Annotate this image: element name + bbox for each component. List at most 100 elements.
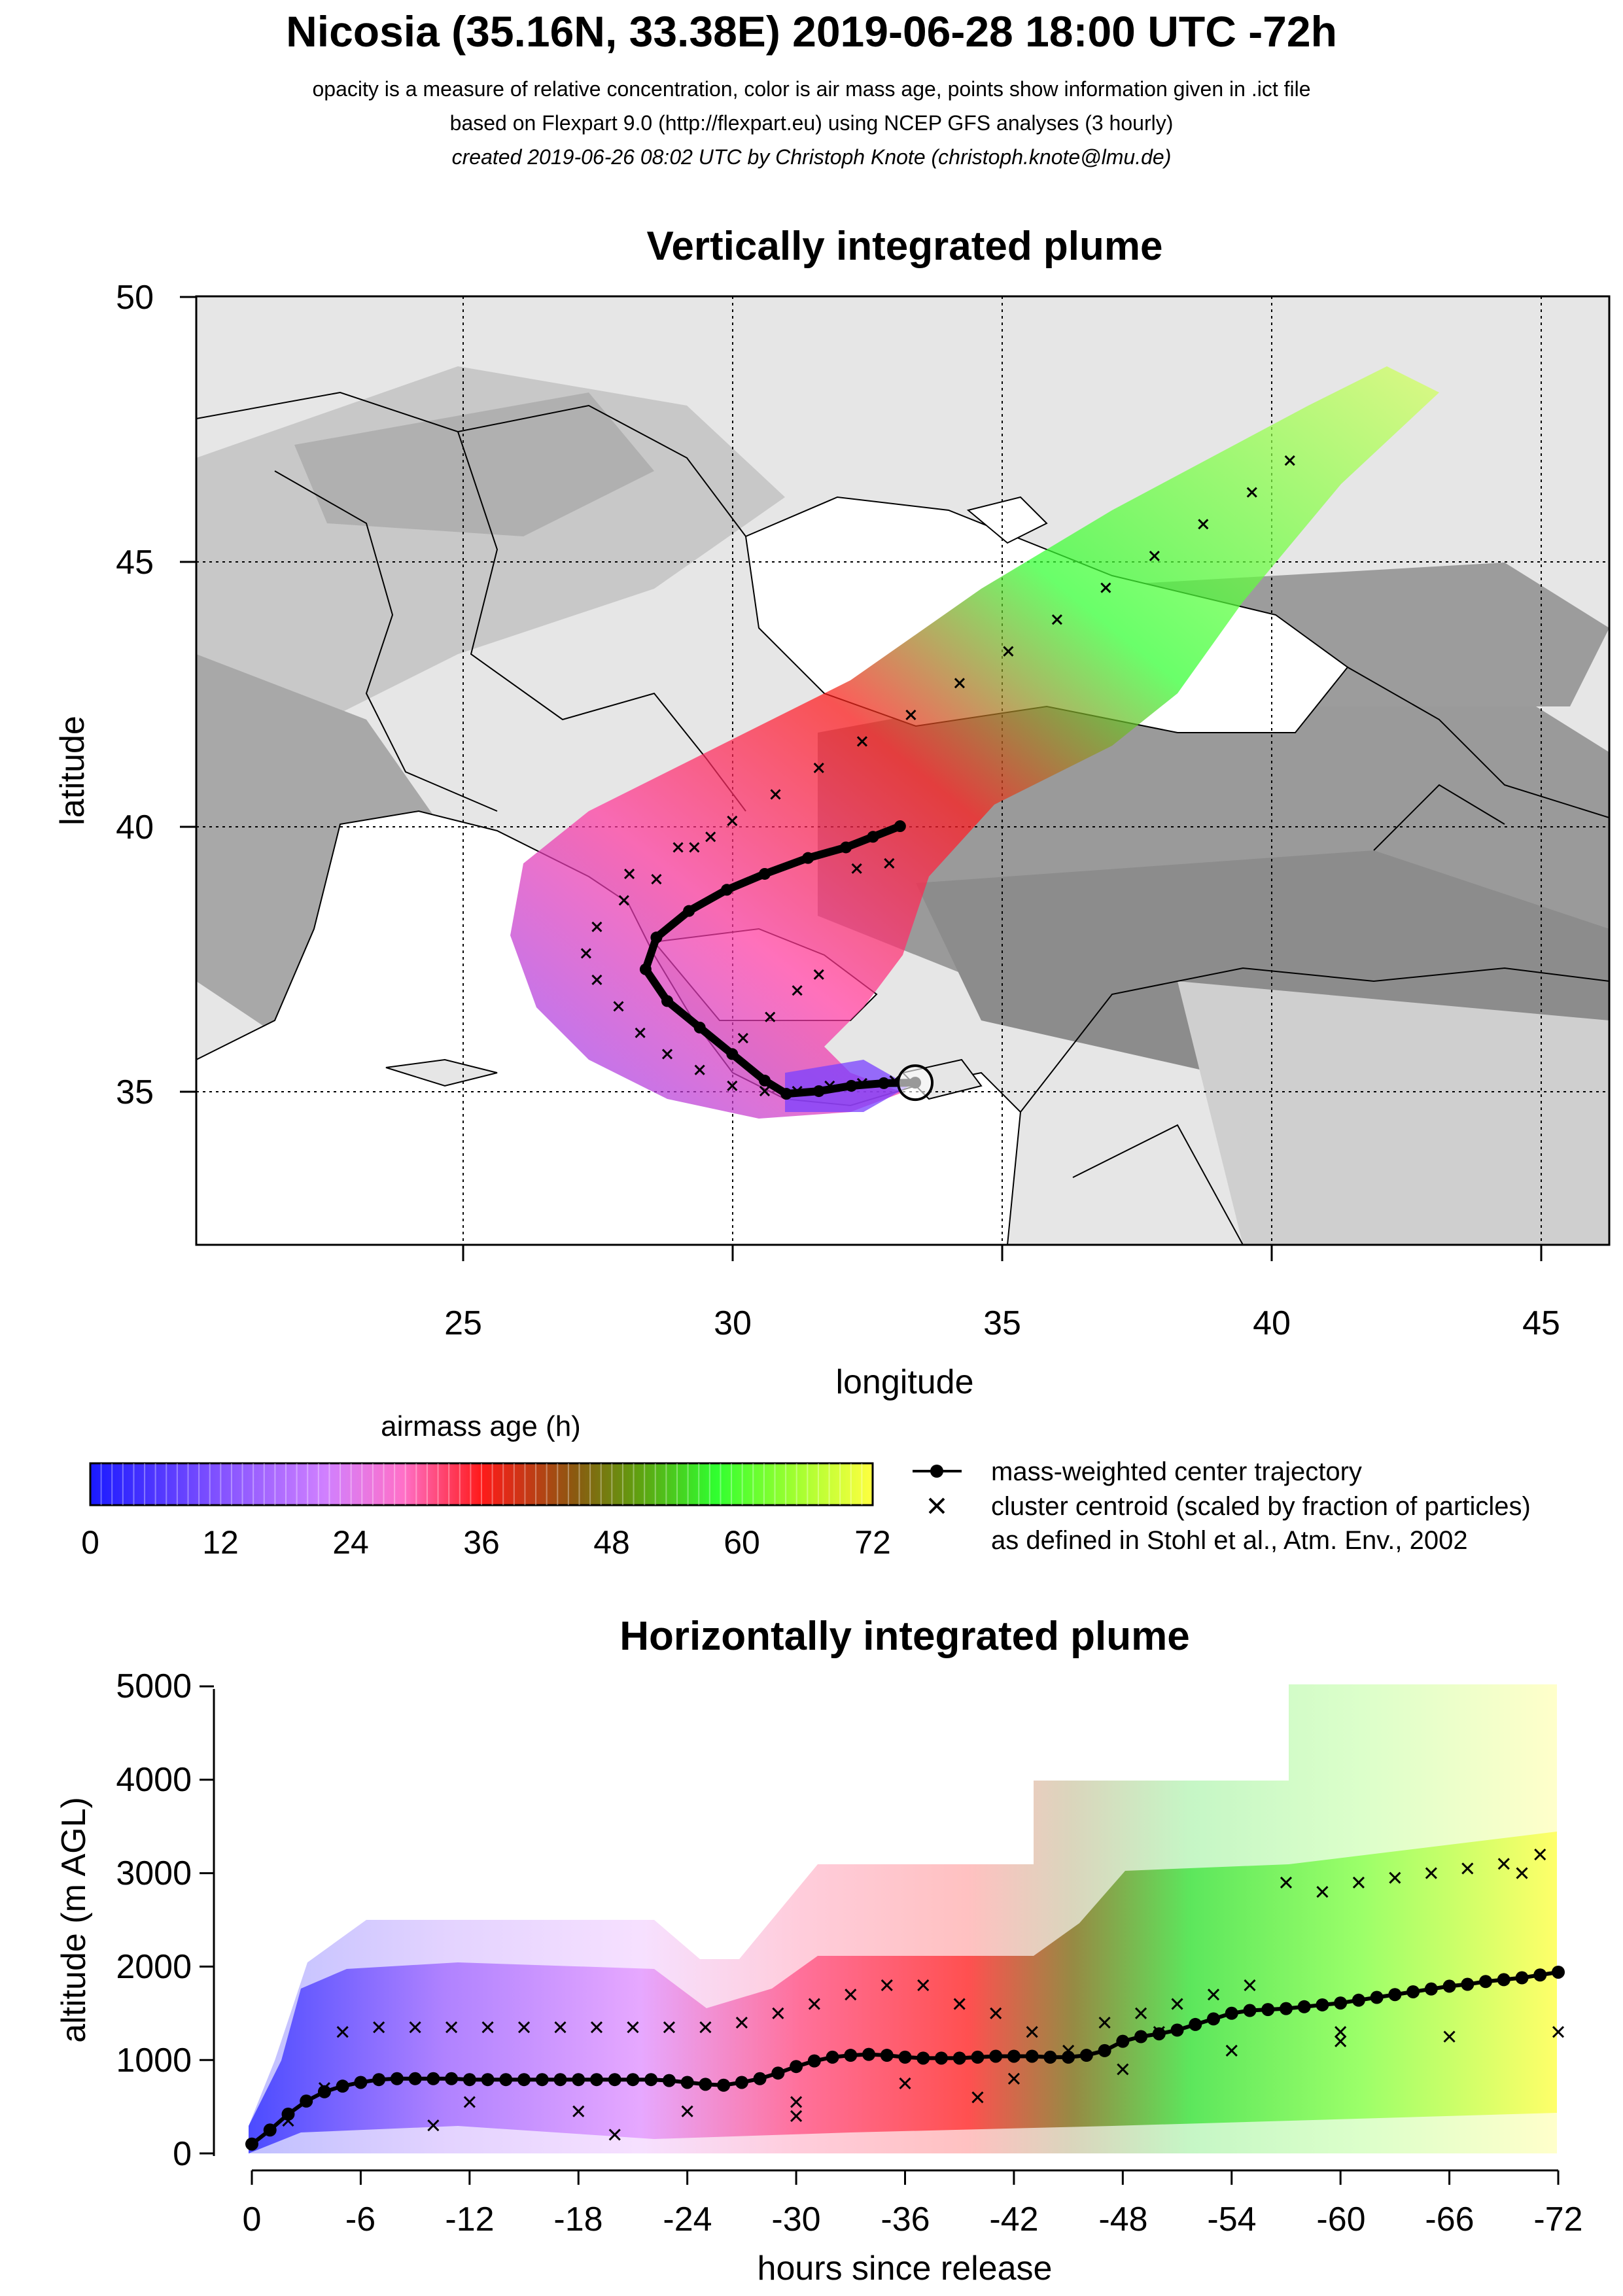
profile-cluster-centroid (1098, 2017, 1111, 2029)
map-trajectory-point (878, 1077, 890, 1089)
map-cluster-centroid (1198, 519, 1209, 530)
profile-trajectory-point (481, 2073, 495, 2087)
legend-trajectory-key (913, 1465, 962, 1478)
profile-cluster-centroid (1225, 2044, 1238, 2057)
profile-y-axis-label: altitude (m AGL) (55, 1797, 93, 2043)
profile-trajectory-point (807, 2054, 821, 2068)
profile-cluster-centroid (1117, 2063, 1129, 2076)
profile-cluster-centroid (1389, 1871, 1401, 1884)
profile-trajectory-point (1007, 2049, 1021, 2063)
profile-cluster-centroid (790, 2110, 803, 2122)
map-trajectory-point (650, 931, 663, 944)
profile-trajectory-point (245, 2137, 258, 2151)
profile-cluster-centroid (808, 1998, 820, 2010)
map-cluster-centroid (1149, 550, 1160, 561)
profile-trajectory-point (1098, 2044, 1111, 2057)
profile-x-tick: -42 (989, 2200, 1038, 2238)
release-site-marker (897, 1064, 934, 1102)
map-y-tick: 45 (116, 544, 154, 582)
profile-trajectory-point (589, 2073, 603, 2087)
profile-trajectory-point (952, 2051, 966, 2065)
profile-trajectory-point (608, 2073, 621, 2087)
profile-cluster-centroid (445, 2021, 458, 2034)
profile-x-tick: -66 (1425, 2200, 1474, 2238)
legend-cluster-key (928, 1497, 945, 1514)
profile-trajectory-point (300, 2095, 313, 2108)
profile-trajectory-point (1152, 2027, 1166, 2041)
profile-trajectory-point (1261, 2003, 1275, 2017)
profile-trajectory-point (535, 2073, 549, 2087)
colorbar-tick: 24 (332, 1524, 369, 1561)
profile-cluster-centroid (1552, 2026, 1565, 2038)
map-cluster-centroid (1284, 455, 1295, 466)
profile-trajectory-point (1424, 1982, 1438, 1996)
profile-trajectory-point (1352, 1993, 1365, 2007)
profile-trajectory-point (1225, 2006, 1238, 2020)
profile-cluster-centroid (1443, 2030, 1456, 2043)
map-trajectory-point (802, 852, 814, 864)
profile-cluster-centroid (845, 1989, 857, 2001)
profile-trajectory-point (971, 2050, 985, 2064)
profile-x-tick: -48 (1098, 2200, 1147, 2238)
map-x-tick: 25 (444, 1304, 482, 1342)
map-y-tick: 50 (116, 279, 154, 317)
profile-cluster-centroid (971, 2091, 984, 2104)
map-cluster-centroid (635, 1027, 646, 1039)
profile-trajectory-point (1079, 2049, 1093, 2062)
profile-cluster-centroid (318, 2081, 331, 2095)
profile-trajectory-point (1043, 2050, 1057, 2064)
profile-trajectory-point (717, 2078, 731, 2092)
subtitle-description: opacity is a measure of relative concent… (312, 77, 1311, 101)
colorbar-tick: 60 (724, 1524, 760, 1561)
profile-x-tick: -30 (771, 2200, 820, 2238)
map-cluster-centroid (727, 1080, 738, 1092)
map-cluster-centroid (689, 842, 700, 853)
map-trajectory-point (867, 831, 879, 843)
profile-x-ticklabels: 0 -6 -12 -18 -24 -30 -36 -42 -48 -54 -60… (243, 2200, 1583, 2238)
map-trajectory-point (780, 1088, 793, 1100)
profile-trajectory-point (1279, 2002, 1293, 2015)
legend-trajectory-label: mass-weighted center trajectory (991, 1457, 1362, 1486)
profile-trajectory-point (1370, 1991, 1384, 2004)
profile-trajectory-point (790, 2060, 803, 2074)
profile-cluster-centroid (1207, 1989, 1220, 2001)
profile-trajectory-point (1062, 2050, 1075, 2064)
profile-cluster-centroid (1425, 1867, 1437, 1879)
map-cluster-centroid (1051, 614, 1062, 625)
map-cluster-centroid (672, 842, 684, 853)
profile-trajectory-point (390, 2072, 404, 2085)
profile-trajectory-point (281, 2108, 295, 2121)
map-cluster-centroid (759, 1086, 771, 1097)
legend-cluster-label: cluster centroid (scaled by fraction of … (991, 1492, 1531, 1521)
map-cluster-centroid (613, 1001, 624, 1012)
colorbar-tick: 72 (854, 1524, 891, 1561)
profile-cluster-centroid (953, 1998, 966, 2010)
profile-cluster-centroid (1135, 2007, 1147, 2019)
map-cluster-centroid (905, 709, 916, 721)
profile-cluster-centroid (572, 2105, 585, 2117)
profile-trajectory-point (862, 2047, 876, 2061)
profile-trajectory-point (1243, 2004, 1257, 2017)
colorbar (89, 1462, 874, 1506)
profile-cluster-centroid (427, 2119, 440, 2132)
profile-x-tick: -54 (1207, 2200, 1256, 2238)
map-cluster-centroid (856, 736, 867, 747)
profile-data-layer (245, 1848, 1565, 2151)
profile-trajectory-point (1406, 1985, 1420, 1998)
profile-trajectory-point (462, 2073, 476, 2087)
map-cluster-centroid (705, 831, 716, 843)
page-title: Nicosia (35.16N, 33.38E) 2019-06-28 18:0… (286, 7, 1337, 56)
profile-cluster-centroid (990, 2007, 1002, 2019)
map-trajectory-point (840, 841, 852, 854)
map-x-tick: 30 (714, 1304, 752, 1342)
map-cluster-centroid (884, 858, 895, 869)
subtitle-model: based on Flexpart 9.0 (http://flexpart.e… (449, 111, 1174, 135)
profile-trajectory-point (662, 2074, 676, 2087)
profile-cluster-centroid (772, 2007, 784, 2019)
map-cluster-centroid (813, 969, 824, 980)
profile-cluster-centroid (1026, 2026, 1038, 2038)
map-trajectory-point (726, 1048, 739, 1060)
profile-cluster-centroid (1062, 2044, 1075, 2057)
map-cluster-centroid (591, 921, 602, 933)
map-x-tick: 35 (983, 1304, 1021, 1342)
